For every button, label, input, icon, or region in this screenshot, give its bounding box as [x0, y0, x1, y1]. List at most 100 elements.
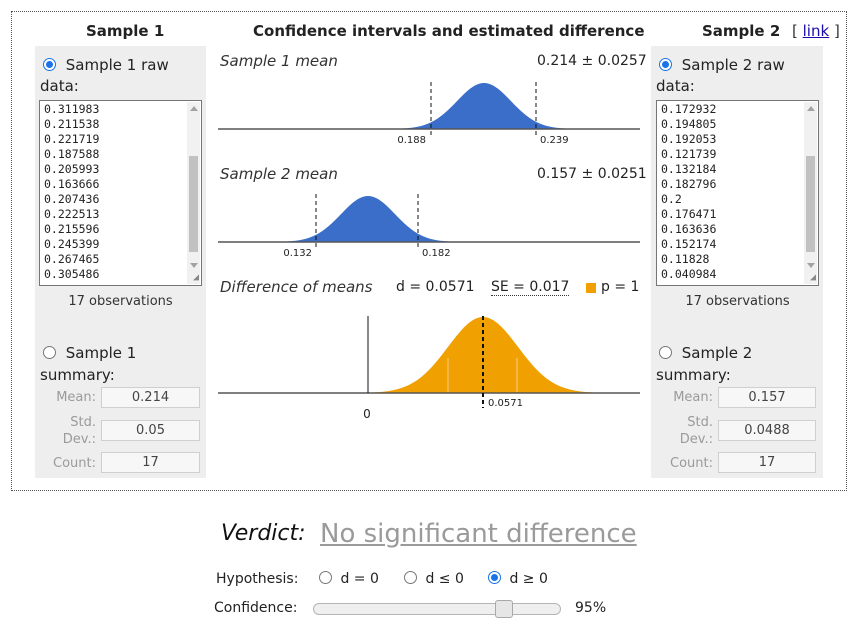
- sample1-scrollbar[interactable]: [187, 102, 200, 284]
- hypothesis-radio-ge[interactable]: [488, 571, 501, 584]
- diff-se-value[interactable]: SE = 0.017: [491, 279, 570, 296]
- sample1-raw-label2: data:: [40, 77, 79, 95]
- sample2-summary-radio[interactable]: [659, 346, 672, 359]
- diff-title: Difference of means: [220, 278, 373, 296]
- data-value: 0.245399: [44, 237, 100, 251]
- link[interactable]: link: [802, 22, 830, 40]
- sample1-ci-high-label: 0.239: [540, 135, 569, 146]
- hypothesis-radio-eq[interactable]: [319, 571, 332, 584]
- sample2-count-input[interactable]: 17: [718, 452, 816, 473]
- sample2-summary-label2: summary:: [656, 366, 731, 384]
- scroll-thumb[interactable]: [189, 156, 198, 252]
- data-value: 0.163666: [44, 177, 100, 191]
- confidence-slider-track[interactable]: [313, 600, 561, 618]
- sd-label-line1: Std.: [687, 415, 713, 430]
- hypothesis-label-le: d ≤ 0: [425, 571, 464, 587]
- hypothesis-label-eq: d = 0: [340, 571, 379, 587]
- resize-grip-icon[interactable]: ◢: [192, 272, 199, 283]
- main-frame: [11, 11, 847, 491]
- diff-d-value: d = 0.0571: [396, 279, 475, 295]
- sample1-summary-label2: summary:: [40, 366, 115, 384]
- data-value: 0.182796: [661, 177, 717, 191]
- data-value: 0.152174: [661, 237, 717, 251]
- sd-label-line2: Dev.:: [62, 432, 96, 447]
- sample2-observations: 17 observations: [685, 294, 790, 309]
- data-value: 0.11828: [661, 252, 710, 266]
- p-value-swatch: [586, 283, 596, 293]
- data-value: 0.176471: [661, 207, 717, 221]
- confidence-slider-thumb[interactable]: [495, 600, 513, 618]
- data-value: 0.215596: [44, 222, 100, 236]
- sample1-ci-low-label: 0.188: [397, 135, 426, 146]
- sample2-sd-input[interactable]: 0.0488: [718, 420, 816, 441]
- sample1-count-label: Count:: [53, 456, 96, 471]
- data-value: 0.2: [661, 192, 682, 206]
- sample1-title: Sample 1: [86, 22, 165, 40]
- center-title: Confidence intervals and estimated diffe…: [253, 22, 645, 40]
- link-bracket-close: ]: [833, 22, 840, 40]
- hypothesis-label: Hypothesis:: [216, 571, 299, 587]
- sample1-data-textarea[interactable]: 0.311983 0.211538 0.221719 0.187588 0.205993…: [39, 100, 202, 286]
- sd-label-line2: Dev.:: [679, 432, 713, 447]
- verdict-label: Verdict:: [221, 521, 306, 546]
- sample1-raw-label: Sample 1 raw: [65, 56, 169, 74]
- data-value: 0.040984: [661, 267, 717, 281]
- data-value: 0.194805: [661, 117, 717, 131]
- sample1-count-input[interactable]: 17: [101, 452, 200, 473]
- sample1-sd-label: Std. Dev.:: [40, 414, 96, 448]
- diff-mean-label: 0.0571: [488, 398, 523, 409]
- sample1-mean-input[interactable]: 0.214: [101, 387, 200, 408]
- sample1-raw-option[interactable]: Sample 1 raw: [43, 56, 169, 74]
- sample1-mean-label: Mean:: [56, 390, 96, 405]
- hypothesis-option-eq[interactable]: d = 0: [319, 571, 379, 587]
- hypothesis-option-ge[interactable]: d ≥ 0: [488, 571, 548, 587]
- sample1-observations: 17 observations: [68, 294, 173, 309]
- data-value: 0.305486: [44, 267, 100, 281]
- sample2-data-textarea[interactable]: 0.172932 0.194805 0.192053 0.121739 0.132184…: [656, 100, 819, 286]
- sample1-raw-radio[interactable]: [43, 58, 56, 71]
- resize-grip-icon[interactable]: ◢: [809, 272, 816, 283]
- scroll-down-icon[interactable]: [807, 263, 815, 268]
- data-value: 0.192053: [661, 132, 717, 146]
- link-group: [ link ]: [792, 22, 840, 40]
- sample2-scrollbar[interactable]: [804, 102, 817, 284]
- sample1-summary-radio[interactable]: [43, 346, 56, 359]
- link-bracket-open: [: [792, 22, 798, 40]
- data-value: 0.163636: [661, 222, 717, 236]
- sample2-sd-label: Std. Dev.:: [656, 414, 713, 448]
- data-value: 0.267465: [44, 252, 100, 266]
- verdict-value: No significant difference: [320, 519, 637, 549]
- sample2-raw-radio[interactable]: [659, 58, 672, 71]
- sample2-raw-label2: data:: [656, 77, 695, 95]
- sample2-raw-option[interactable]: Sample 2 raw: [659, 56, 785, 74]
- sample2-mean-input[interactable]: 0.157: [718, 387, 816, 408]
- hypothesis-radio-le[interactable]: [404, 571, 417, 584]
- data-value: 0.221719: [44, 132, 100, 146]
- diff-zero-label: 0: [363, 407, 371, 421]
- sd-label-line1: Std.: [70, 415, 96, 430]
- sample2-raw-label: Sample 2 raw: [681, 56, 785, 74]
- confidence-value: 95%: [575, 600, 607, 616]
- sample2-ci-high-label: 0.182: [422, 248, 451, 259]
- data-value: 0.121739: [661, 147, 717, 161]
- sample2-count-label: Count:: [670, 456, 713, 471]
- sample2-mean-value: 0.157 ± 0.0251: [537, 166, 647, 182]
- scroll-up-icon[interactable]: [807, 106, 815, 111]
- sample1-distribution-curve: [398, 83, 570, 129]
- sample1-mean-value: 0.214 ± 0.0257: [537, 53, 647, 69]
- sample2-mean-title: Sample 2 mean: [220, 165, 338, 183]
- confidence-label: Confidence:: [214, 600, 298, 616]
- sample1-summary-label: Sample 1: [65, 344, 137, 362]
- scroll-thumb[interactable]: [806, 156, 815, 252]
- scroll-up-icon[interactable]: [190, 106, 198, 111]
- sample2-mean-plot: 0.132 0.182: [218, 194, 640, 259]
- diff-plot: 0 0.0571: [218, 316, 640, 421]
- sample2-ci-low-label: 0.132: [283, 248, 312, 259]
- hypothesis-option-le[interactable]: d ≤ 0: [404, 571, 464, 587]
- sample1-summary-option[interactable]: Sample 1: [43, 344, 136, 362]
- data-value: 0.222513: [44, 207, 100, 221]
- sample2-summary-label: Sample 2: [681, 344, 753, 362]
- scroll-down-icon[interactable]: [190, 263, 198, 268]
- sample1-sd-input[interactable]: 0.05: [101, 420, 200, 441]
- sample2-summary-option[interactable]: Sample 2: [659, 344, 752, 362]
